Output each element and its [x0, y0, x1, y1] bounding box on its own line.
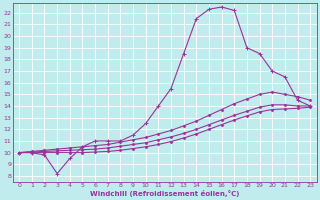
X-axis label: Windchill (Refroidissement éolien,°C): Windchill (Refroidissement éolien,°C): [90, 190, 239, 197]
